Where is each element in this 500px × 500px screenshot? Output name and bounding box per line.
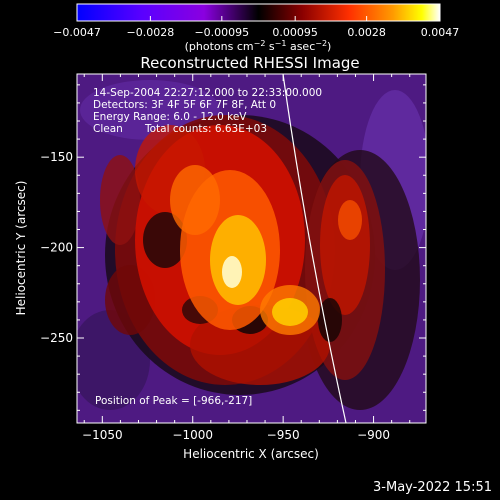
time-range-text: 14-Sep-2004 22:27:12.000 to 22:33:00.000 <box>93 87 323 99</box>
y-axis-label: Heliocentric Y (arcsec) <box>14 181 28 316</box>
colorbar-tick-label: −0.00095 <box>194 26 249 39</box>
heatmap-blobs <box>77 80 426 410</box>
colorbar-tick-label: −0.0028 <box>127 26 175 39</box>
y-tick-label: −250 <box>40 331 73 345</box>
x-tick-label: −950 <box>267 428 300 442</box>
peak-position-text: Position of Peak = [-966,-217] <box>95 395 253 407</box>
x-axis-ticks: −1050 −1000 −950 −900 <box>82 74 411 442</box>
x-tick-label: −900 <box>357 428 390 442</box>
colorbar-tick-label: 0.0047 <box>421 26 460 39</box>
energy-range-text: Energy Range: 6.0 - 12.0 keV <box>93 111 247 123</box>
x-tick-label: −1050 <box>82 428 123 442</box>
y-axis-ticks: −250 −200 −150 <box>40 84 426 411</box>
x-axis-label: Heliocentric X (arcsec) <box>183 447 319 461</box>
x-tick-label: −1000 <box>172 428 213 442</box>
y-tick-label: −200 <box>40 241 73 255</box>
colorbar <box>76 3 441 22</box>
footer-date: 3-May-2022 15:51 <box>373 480 492 495</box>
colorbar-tick-label: 0.0028 <box>347 26 386 39</box>
colorbar-unit-label: (photons cm−2 s−1 asec−2) <box>185 39 332 53</box>
clean-text: Clean <box>93 123 123 135</box>
detectors-text: Detectors: 3F 4F 5F 6F 7F 8F, Att 0 <box>93 99 277 111</box>
colorbar-tick-label: −0.0047 <box>53 26 101 39</box>
colorbar-ticks: −0.0047 −0.0028 −0.00095 0.00095 0.0028 0.004… <box>53 16 459 39</box>
y-tick-label: −150 <box>40 150 73 164</box>
total-counts-text: Total counts: 6.63E+03 <box>145 123 268 135</box>
chart-title: Reconstructed RHESSI Image <box>140 54 359 72</box>
plot-frame <box>76 73 427 424</box>
colorbar-tick-label: 0.00095 <box>272 26 318 39</box>
heatmap-image <box>77 74 426 423</box>
solar-limb-line <box>282 74 347 423</box>
